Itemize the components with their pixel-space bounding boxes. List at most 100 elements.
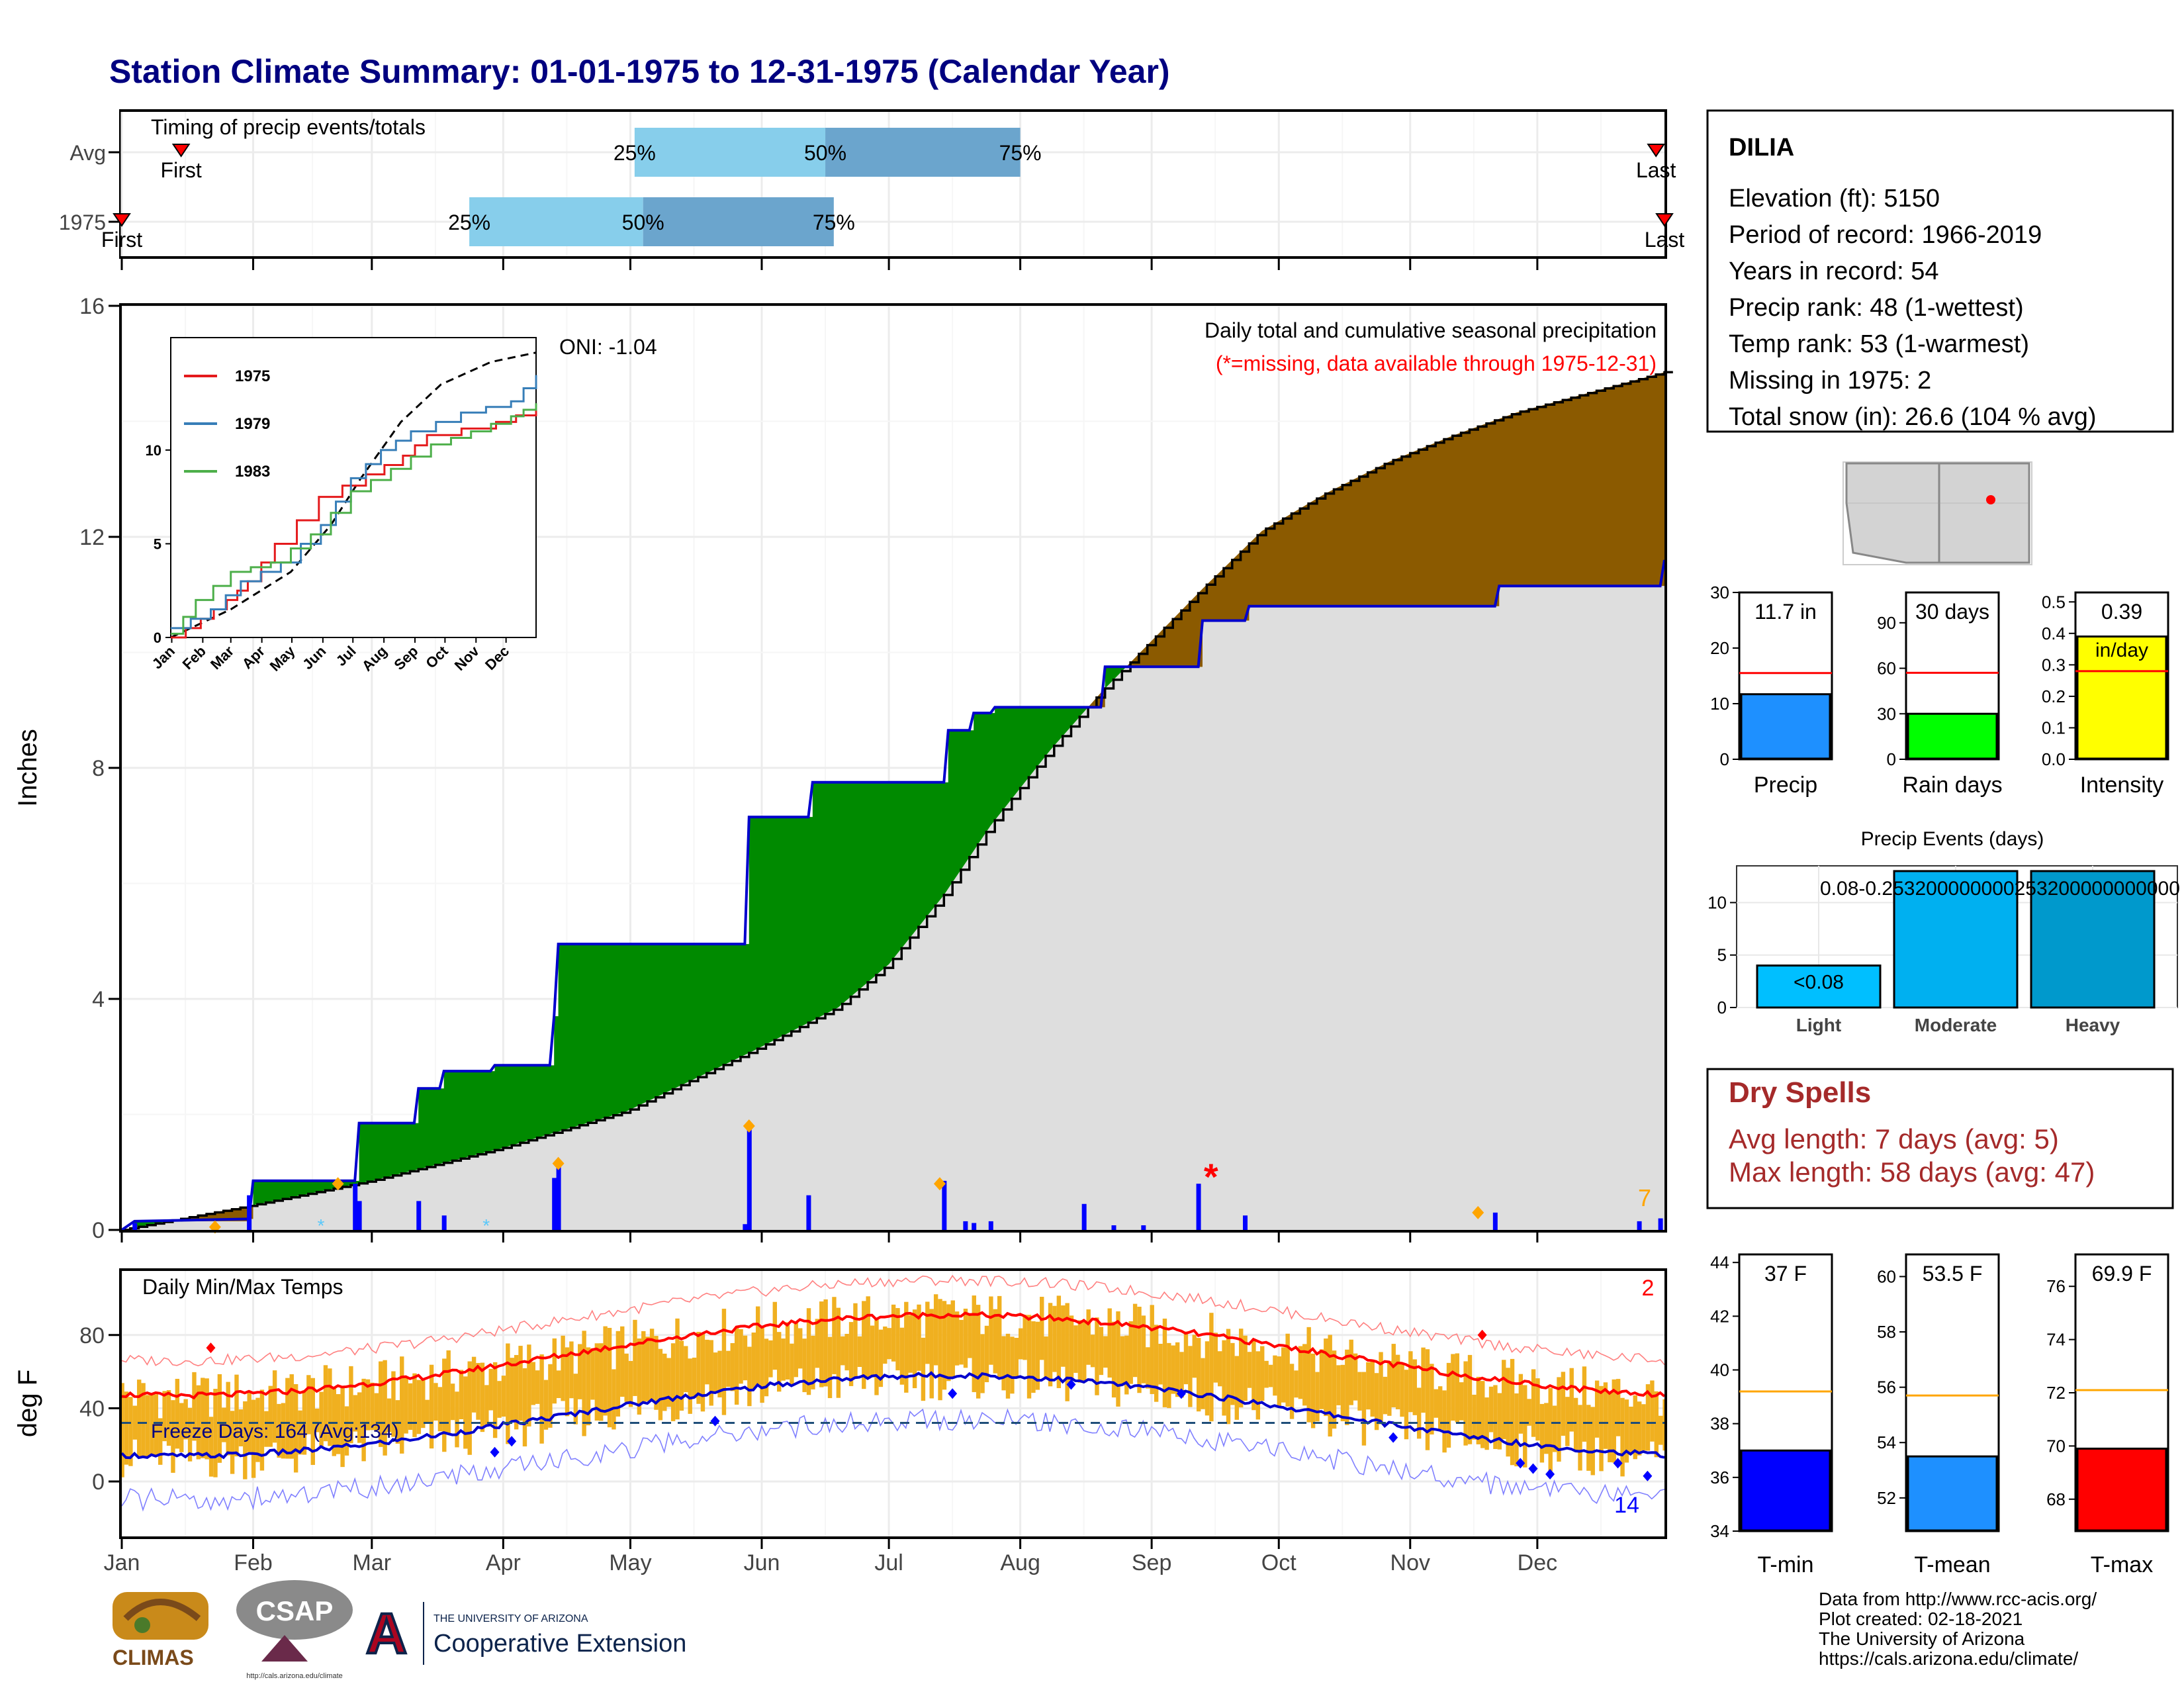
daily-temp-bar bbox=[1539, 1403, 1545, 1463]
daily-temp-bar bbox=[781, 1338, 786, 1381]
daily-temp-bar bbox=[1026, 1315, 1032, 1399]
daily-temp-bar bbox=[1582, 1366, 1587, 1442]
timing-pct-label: 50% bbox=[622, 211, 664, 234]
events-ytick-label: 5 bbox=[1717, 945, 1727, 965]
daily-temp-bar bbox=[649, 1329, 655, 1402]
daily-temp-bar bbox=[1531, 1369, 1536, 1437]
daily-temp-bar bbox=[217, 1374, 222, 1463]
daily-temp-bar bbox=[150, 1394, 154, 1456]
daily-temp-bar bbox=[213, 1389, 218, 1477]
daily-temp-bar bbox=[848, 1322, 854, 1386]
csap-logo-url: http://cals.arizona.edu/climate bbox=[246, 1672, 343, 1680]
daily-temp-bar bbox=[175, 1378, 180, 1449]
precip-ytick-label: 16 bbox=[79, 294, 105, 319]
temp-bar-ytick-label: 36 bbox=[1710, 1468, 1729, 1487]
summary-bar-ytick-label: 0.4 bbox=[2042, 624, 2066, 643]
daily-temp-bar bbox=[1467, 1354, 1473, 1444]
daily-temp-bar bbox=[365, 1379, 371, 1430]
precip-panel: 0 4 8 12 16 * * * Daily total and cumulative s… bbox=[13, 294, 1673, 1243]
daily-temp-bar bbox=[349, 1366, 353, 1444]
record-high-marker bbox=[1477, 1329, 1487, 1340]
daily-temp-bar bbox=[662, 1353, 667, 1411]
summary-bar-fill bbox=[2076, 635, 2167, 760]
daily-temp-bar bbox=[1264, 1360, 1269, 1388]
daily-temp-bar bbox=[1412, 1359, 1417, 1415]
timing-marker bbox=[113, 213, 131, 227]
daily-temp-bar bbox=[1557, 1377, 1561, 1462]
precip-marker bbox=[933, 1177, 946, 1191]
ua-small-text: THE UNIVERSITY OF ARIZONA bbox=[433, 1613, 588, 1624]
temps-ytick-label: 40 bbox=[79, 1396, 105, 1421]
daily-temp-bar bbox=[120, 1383, 124, 1477]
daily-temp-bar bbox=[925, 1301, 930, 1364]
daily-temp-bar bbox=[141, 1383, 146, 1456]
daily-temp-bar bbox=[1624, 1399, 1629, 1463]
daily-temp-bar bbox=[717, 1350, 722, 1397]
daily-temp-bar bbox=[1044, 1336, 1048, 1378]
daily-temp-bar bbox=[1273, 1355, 1277, 1396]
daily-temp-bar bbox=[1243, 1335, 1248, 1401]
daily-precip-bar bbox=[357, 1201, 362, 1230]
events-xlabel: Light bbox=[1796, 1015, 1841, 1035]
daily-temp-bar bbox=[1590, 1407, 1595, 1476]
temps-panel: 0 40 80 Daily Min/Max Temps Freeze Days: 1… bbox=[13, 1268, 1667, 1539]
daily-temp-bar bbox=[887, 1328, 891, 1360]
daily-temp-bar bbox=[412, 1373, 417, 1437]
record-high-marker bbox=[206, 1342, 216, 1354]
daily-temp-bar bbox=[421, 1378, 426, 1429]
daily-temp-bar bbox=[645, 1336, 650, 1401]
daily-temp-bar bbox=[768, 1340, 773, 1378]
daily-temp-bar bbox=[353, 1395, 358, 1432]
daily-temp-bar bbox=[1654, 1391, 1659, 1458]
timing-marker-label: Last bbox=[1645, 228, 1685, 252]
daily-temp-bar bbox=[344, 1406, 349, 1456]
daily-temp-bar bbox=[1442, 1390, 1447, 1453]
daily-temp-bar bbox=[1603, 1382, 1608, 1449]
daily-temp-bar bbox=[561, 1335, 565, 1401]
daily-temp-bar bbox=[620, 1326, 625, 1397]
daily-temp-bar bbox=[1077, 1320, 1083, 1383]
daily-temp-bar bbox=[208, 1417, 214, 1477]
summary-bar-ytick-label: 60 bbox=[1877, 659, 1896, 679]
daily-temp-bar bbox=[1201, 1358, 1205, 1409]
daily-temp-bar bbox=[1048, 1303, 1053, 1387]
summary-bar-ytick-label: 10 bbox=[1710, 694, 1729, 714]
events-xlabel: Moderate bbox=[1915, 1015, 1997, 1035]
timing-marker-label: First bbox=[101, 228, 142, 252]
daily-temp-bar bbox=[984, 1325, 989, 1383]
record-low-marker bbox=[1528, 1463, 1538, 1474]
station-name: DILIA bbox=[1729, 134, 1794, 162]
record-max-line bbox=[121, 1274, 1665, 1366]
summary-bar-charts: 11.7 in 0 10 20 30 Precip 30 days 0 30 60 90 Rain d… bbox=[1710, 583, 2169, 798]
avg-min-line bbox=[120, 1371, 1665, 1460]
temp-bar-fill bbox=[1907, 1455, 1998, 1532]
daily-precip-bar bbox=[1658, 1218, 1663, 1230]
daily-temp-bar bbox=[624, 1353, 629, 1402]
timing-pct-label: 25% bbox=[448, 211, 490, 234]
daily-temp-bar bbox=[1260, 1346, 1265, 1401]
temps-count-bottom: 14 bbox=[1614, 1493, 1639, 1518]
dry-spells-title: Dry Spells bbox=[1729, 1076, 1871, 1109]
record-low-marker bbox=[1176, 1388, 1186, 1399]
daily-temp-bar bbox=[370, 1382, 375, 1430]
inset-legend-label: 1983 bbox=[235, 463, 270, 481]
temp-bar-fill bbox=[2076, 1447, 2167, 1532]
daily-temp-bar bbox=[1111, 1321, 1116, 1398]
daily-temp-bar bbox=[1298, 1346, 1303, 1399]
daily-temp-bar bbox=[522, 1368, 527, 1447]
timing-marker bbox=[1655, 213, 1674, 227]
daily-temp-bar bbox=[1459, 1382, 1464, 1421]
daily-temp-bar bbox=[666, 1358, 671, 1407]
timing-bar-50-75 bbox=[643, 197, 834, 246]
daily-temp-bar bbox=[277, 1403, 281, 1458]
daily-temp-bar bbox=[429, 1364, 434, 1449]
daily-temp-bar bbox=[603, 1326, 608, 1416]
daily-temp-bar bbox=[289, 1374, 294, 1459]
daily-temp-bar bbox=[823, 1299, 828, 1387]
daily-temp-bar bbox=[171, 1400, 175, 1473]
daily-temp-bar bbox=[535, 1370, 540, 1404]
daily-temp-bar bbox=[607, 1327, 612, 1428]
record-low-marker bbox=[710, 1415, 720, 1427]
daily-temp-bar bbox=[179, 1403, 184, 1452]
daily-temp-bar bbox=[772, 1301, 777, 1370]
